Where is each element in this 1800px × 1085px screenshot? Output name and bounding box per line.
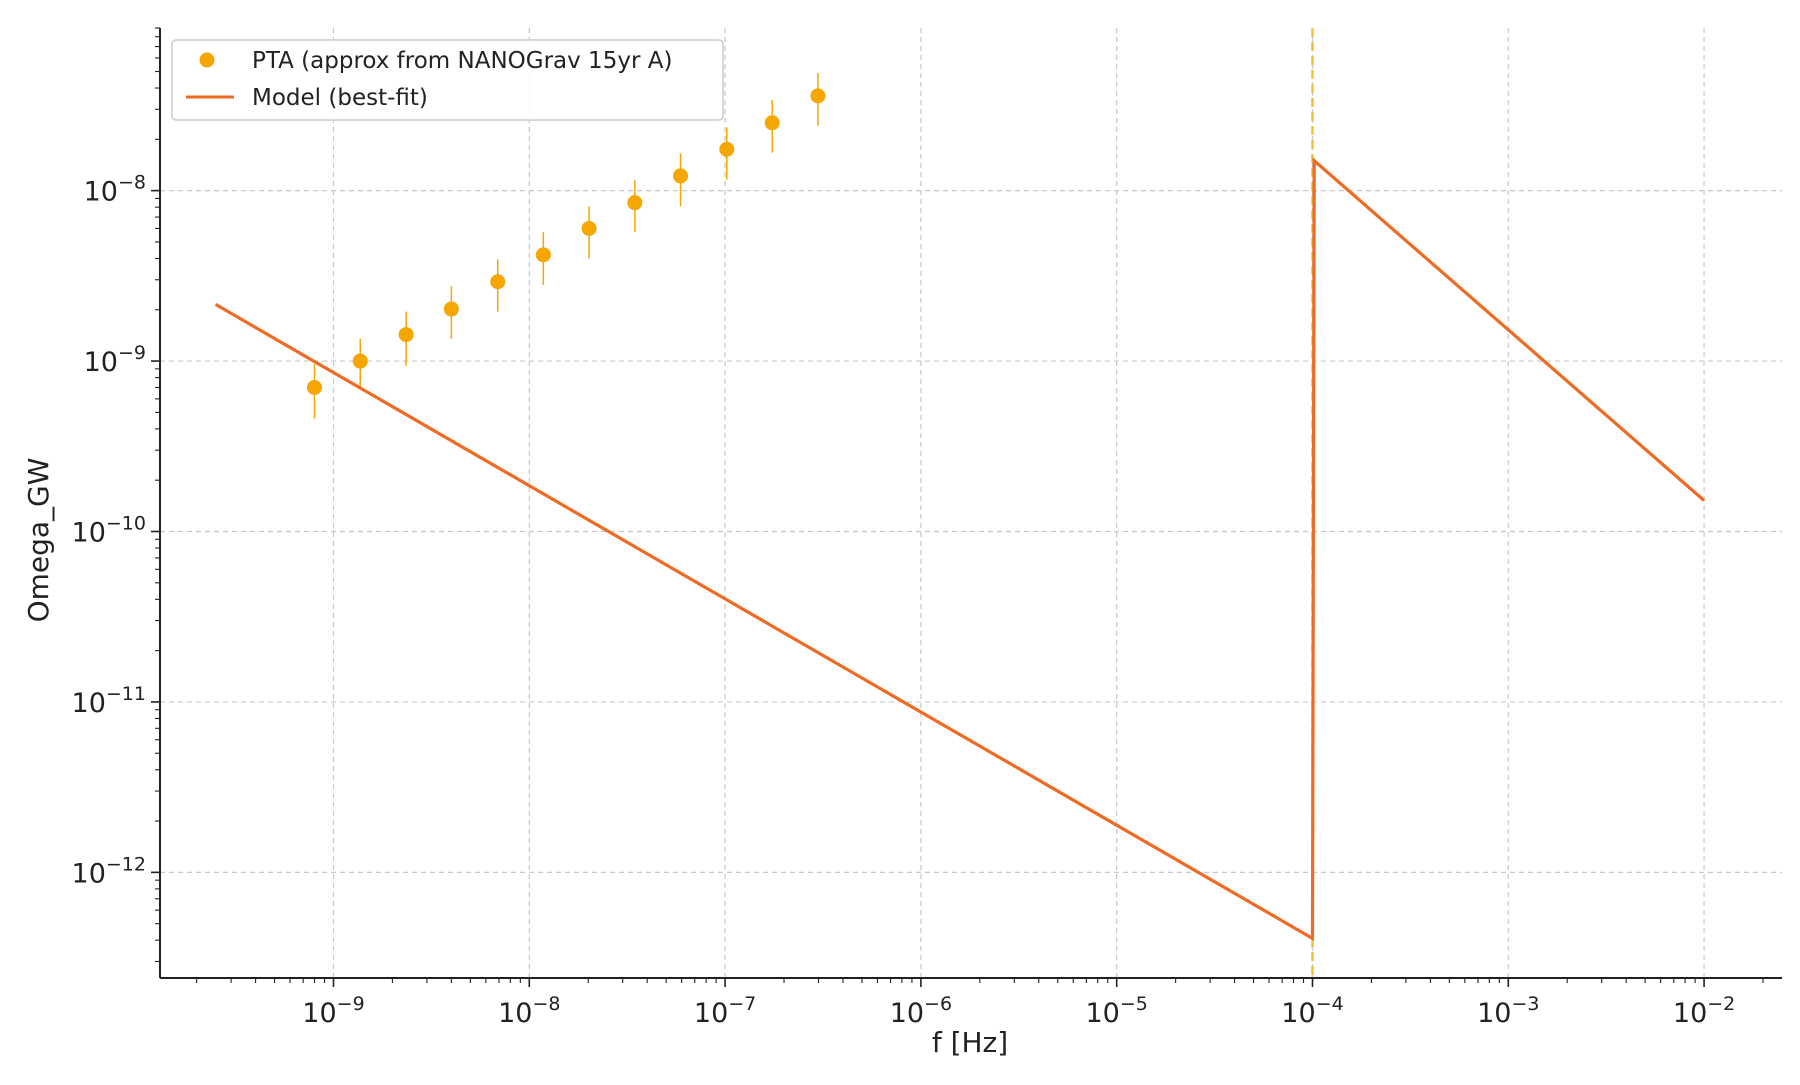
pta-data-point	[352, 353, 368, 369]
x-tick-label: 10−8	[498, 993, 560, 1029]
y-axis-label: Omega_GW	[22, 458, 55, 623]
y-tick-label: 10−10	[72, 513, 146, 549]
pta-data-point	[627, 195, 643, 211]
x-tick-label: 10−3	[1477, 993, 1539, 1029]
x-tick-label: 10−2	[1673, 993, 1735, 1029]
pta-data-point	[535, 247, 551, 263]
pta-data-point	[810, 88, 826, 104]
pta-data-point	[764, 115, 780, 131]
legend-label-model: Model (best-fit)	[252, 85, 428, 111]
x-axis-label: f [Hz]	[932, 1026, 1008, 1059]
x-tick-label: 10−5	[1085, 993, 1147, 1029]
y-tick-label: 10−8	[84, 172, 146, 208]
y-tick-label: 10−9	[84, 342, 146, 378]
series-layer	[214, 73, 1706, 942]
y-tick-label: 10−11	[72, 683, 146, 719]
pta-data-point	[490, 274, 506, 290]
model-line	[214, 157, 1706, 942]
pta-data-point	[673, 168, 689, 184]
x-tick-label: 10−7	[694, 993, 756, 1029]
legend: PTA (approx from NANOGrav 15yr A) Model …	[171, 39, 724, 121]
x-tick-label: 10−6	[890, 993, 952, 1029]
x-tick-label: 10−4	[1281, 993, 1343, 1029]
pta-data-point	[581, 220, 597, 236]
pta-data-point	[398, 327, 414, 343]
grid-layer	[160, 28, 1782, 978]
legend-frame	[171, 39, 724, 121]
ticks-layer: 10−9 10−8 10−7 10−6 10−5 10−4 10−3 10−2 10−8 10−9…	[72, 27, 1764, 1029]
axes-layer	[159, 28, 1782, 979]
legend-marker-pta	[199, 52, 215, 68]
y-tick-label: 10−12	[72, 853, 146, 889]
pta-data-point	[307, 379, 323, 395]
legend-label-pta: PTA (approx from NANOGrav 15yr A)	[252, 48, 672, 74]
pta-data-point	[443, 301, 459, 317]
x-tick-label: 10−9	[302, 993, 364, 1029]
pta-data-point	[719, 141, 735, 157]
